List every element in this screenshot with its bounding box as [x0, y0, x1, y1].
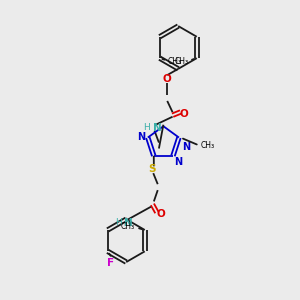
Text: N: N [153, 123, 161, 133]
Text: O: O [156, 209, 165, 219]
Text: CH₃: CH₃ [174, 57, 188, 66]
Text: H: H [115, 218, 122, 227]
Text: CH₃: CH₃ [121, 223, 135, 232]
Text: N: N [174, 157, 182, 167]
Text: N: N [137, 132, 146, 142]
Text: O: O [180, 109, 189, 119]
Text: S: S [148, 164, 156, 174]
Text: F: F [107, 258, 114, 268]
Text: CH₃: CH₃ [168, 57, 182, 66]
Text: CH₃: CH₃ [200, 141, 215, 150]
Text: N: N [182, 142, 190, 152]
Text: O: O [163, 74, 172, 84]
Text: H: H [143, 123, 150, 132]
Text: N: N [124, 218, 133, 228]
